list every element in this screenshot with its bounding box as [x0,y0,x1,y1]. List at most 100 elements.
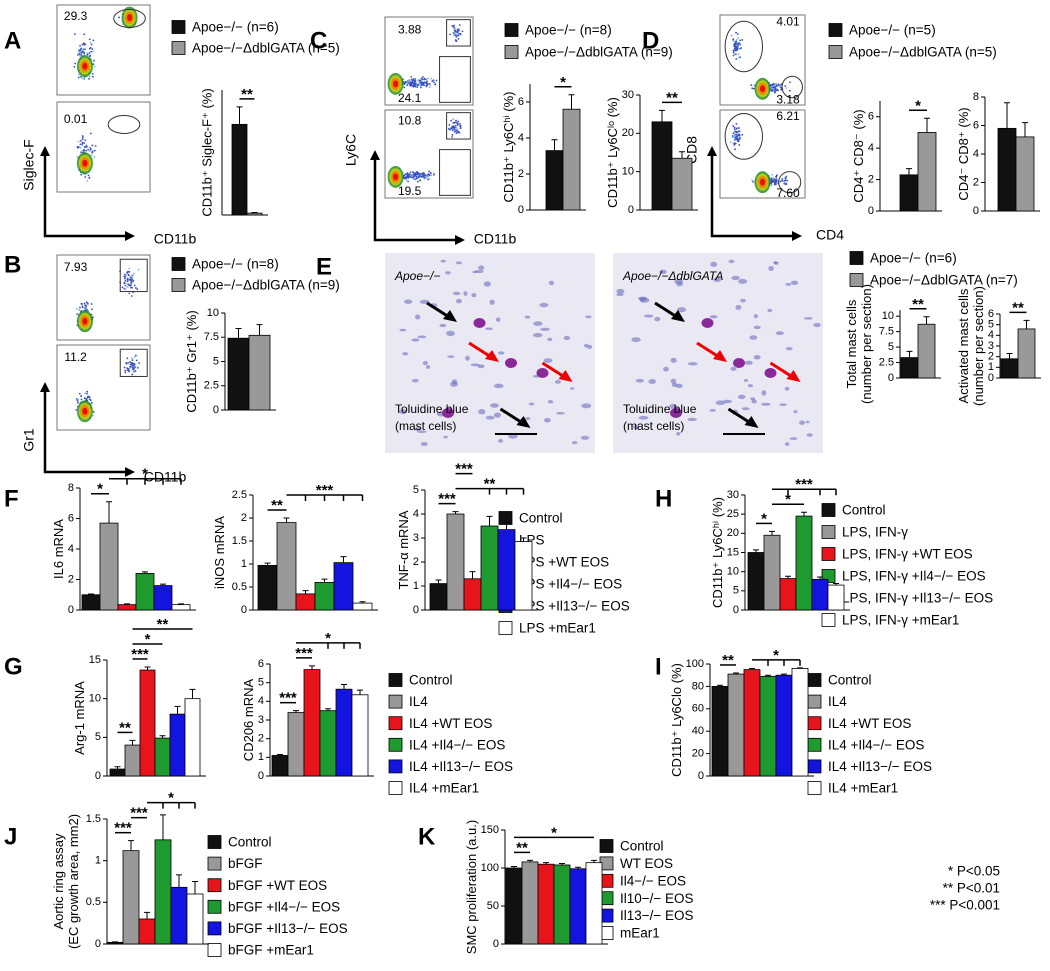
significance-label: * [761,510,767,527]
arrow [654,301,678,319]
flow-dot [92,39,95,42]
flow-dot [752,180,755,183]
bar [109,768,126,777]
cell [471,293,477,298]
flow-dot [81,136,84,139]
flow-dot [80,75,82,78]
histology-label: Apoe−/−ΔdblGATA [622,269,723,283]
cell [463,291,468,296]
legend-swatch [807,737,822,752]
cell [803,317,813,320]
flow-dot [784,179,787,182]
cell [411,378,419,383]
flow-dot [86,396,89,399]
bar [671,157,693,211]
y-tick-label: 20 [692,748,704,760]
flow-dot [456,31,459,33]
legend-label: LPS +Il4−/− EOS [519,577,622,592]
cell [644,314,654,318]
flow-dot [457,120,460,123]
bar [429,583,448,611]
significance-label: *** [114,820,132,837]
arrow-head [713,350,727,362]
flow-dot [87,302,89,305]
bar [271,755,289,777]
flow-dot [126,272,128,274]
flow-dot [734,53,737,56]
flow-dot [416,180,419,183]
flow-dot [456,28,459,31]
legend-label: bFGF +mEar1 [228,943,314,958]
bar [759,675,777,777]
cell [753,314,758,319]
flow-dot [131,359,134,361]
flow-dot [451,129,454,132]
flow-dot [130,282,132,284]
legend-label: LPS, IFN-γ [842,525,908,540]
flow-dot [447,127,450,130]
flow-dot [435,79,438,82]
mast-cell [473,318,486,328]
flow-dot [422,76,424,78]
flow-dot [738,144,741,146]
flow-dot [427,77,430,80]
flow-dot [128,369,130,372]
cell [737,394,746,400]
panel-letter: D [642,27,659,54]
bar [303,669,321,777]
flow-dot [81,49,83,52]
flow-dot [735,138,738,141]
flow-dot [410,81,413,84]
cell [676,281,684,287]
y-tick-label: 100 [481,862,499,874]
gate-percent: 4.01 [776,14,800,28]
flow-dot [451,136,453,138]
flow-dot [411,171,414,173]
flow-dot [126,369,129,372]
flow-dot [733,52,736,55]
cell [414,427,422,432]
error-bar [833,583,839,586]
flow-dot [739,43,742,46]
legend-label: mEar1 [620,926,660,941]
flow-dot [407,180,409,183]
legend-label: LPS +WT EOS [519,555,609,570]
cell [631,337,641,343]
flow-dot [130,275,133,278]
significance-label: * [168,790,174,807]
flow-dot [81,138,84,141]
cell [715,400,726,406]
error-bar [178,603,184,605]
y-tick-label: 2 [413,556,419,568]
error-bar [256,324,263,336]
y-tick-label: 10 [727,566,739,578]
cell [710,261,718,267]
cell [420,442,428,447]
flow-dot [92,150,95,153]
gate [439,56,471,103]
flow-dot [81,141,84,144]
flow-dot [125,362,128,364]
flow-dot [403,86,406,89]
flow-dot [83,302,86,305]
error-bar [511,865,517,868]
flow-dot [76,156,79,158]
y-tick-label: 6 [868,111,874,123]
error-bar [124,603,130,605]
flow-dot [734,148,737,151]
flow-dot [778,85,781,88]
flow-dot [433,81,435,84]
bar [727,673,745,777]
cell [744,360,753,365]
flow-dot [786,179,789,182]
significance-label: *** [131,646,149,663]
flow-dot [781,178,784,180]
cell [779,403,787,406]
bar [333,562,354,611]
legend-swatch [207,835,222,849]
flow-dot [774,179,777,182]
significance-key: *** P<0.001 [930,898,1000,913]
bar [124,744,141,777]
flow-dot [425,85,428,88]
flow-dot [84,146,86,148]
